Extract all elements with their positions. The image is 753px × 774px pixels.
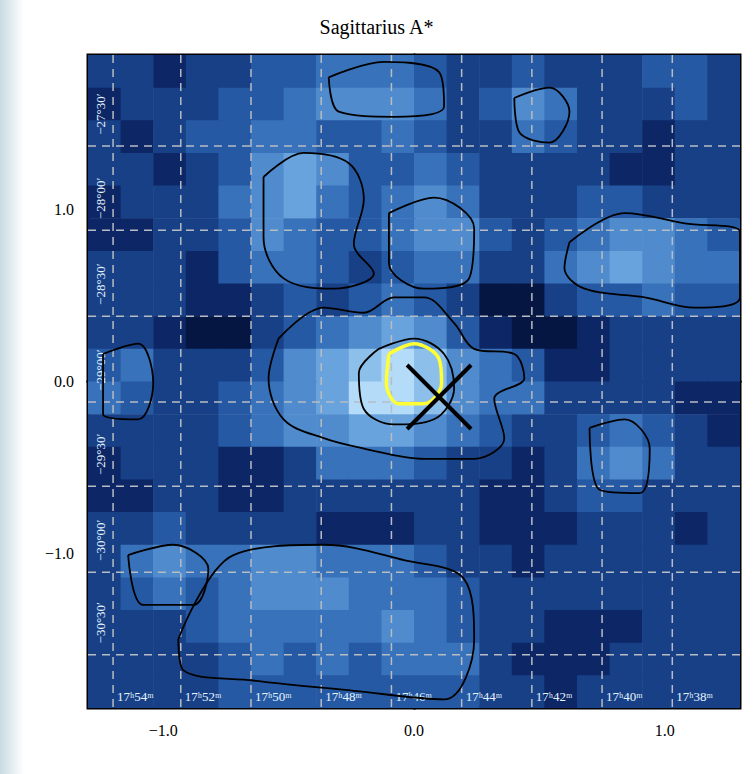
svg-text:17ʰ44ᵐ: 17ʰ44ᵐ [466, 689, 503, 704]
svg-text:−27°30′: −27°30′ [93, 93, 108, 135]
svg-text:−29°00′: −29°00′ [93, 349, 108, 391]
svg-text:17ʰ42ᵐ: 17ʰ42ᵐ [536, 689, 573, 704]
svg-text:0.0: 0.0 [54, 373, 74, 390]
svg-text:17ʰ54ᵐ: 17ʰ54ᵐ [117, 689, 154, 704]
svg-text:−28°00′: −28°00′ [93, 177, 108, 219]
svg-text:1.0: 1.0 [655, 722, 675, 739]
svg-text:1.0: 1.0 [54, 201, 74, 218]
svg-text:−30°30′: −30°30′ [93, 602, 108, 644]
svg-text:17ʰ52ᵐ: 17ʰ52ᵐ [185, 689, 222, 704]
svg-text:17ʰ50ᵐ: 17ʰ50ᵐ [255, 689, 292, 704]
svg-text:0.0: 0.0 [404, 722, 424, 739]
svg-text:−28°30′: −28°30′ [93, 263, 108, 305]
svg-text:17ʰ48ᵐ: 17ʰ48ᵐ [325, 689, 362, 704]
svg-text:−1.0: −1.0 [149, 722, 178, 739]
svg-text:−29°30′: −29°30′ [93, 433, 108, 475]
svg-text:Sagittarius A*: Sagittarius A* [320, 16, 434, 39]
svg-text:17ʰ40ᵐ: 17ʰ40ᵐ [606, 689, 643, 704]
svg-text:17ʰ46ᵐ: 17ʰ46ᵐ [395, 689, 432, 704]
svg-text:−1.0: −1.0 [45, 545, 74, 562]
svg-text:17ʰ38ᵐ: 17ʰ38ᵐ [676, 689, 713, 704]
svg-text:−30°00′: −30°00′ [93, 519, 108, 561]
